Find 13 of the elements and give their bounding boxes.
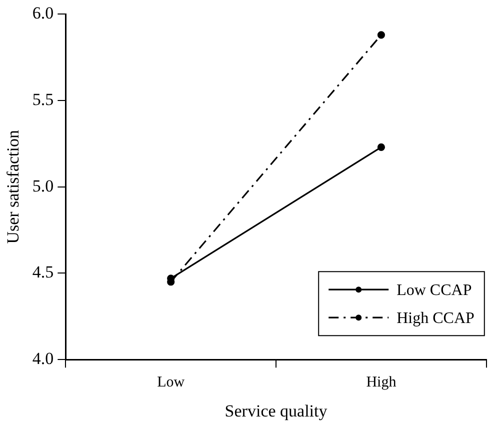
y-tick-label: 5.0 xyxy=(32,176,54,196)
y-tick-label: 4.0 xyxy=(32,349,54,368)
x-axis-title: Service quality xyxy=(224,401,328,420)
y-tick-label: 4.5 xyxy=(32,262,54,282)
legend-label: High CCAP xyxy=(396,310,474,327)
x-tick-label: Low xyxy=(157,374,185,391)
y-tick-label: 6.0 xyxy=(32,4,54,23)
legend-label: Low CCAP xyxy=(396,282,472,299)
point xyxy=(377,143,386,151)
y-axis-title: User satisfaction xyxy=(4,130,23,244)
x-tick-label: High xyxy=(366,374,397,391)
y-tick-label: 5.5 xyxy=(32,90,54,110)
point xyxy=(377,31,386,39)
